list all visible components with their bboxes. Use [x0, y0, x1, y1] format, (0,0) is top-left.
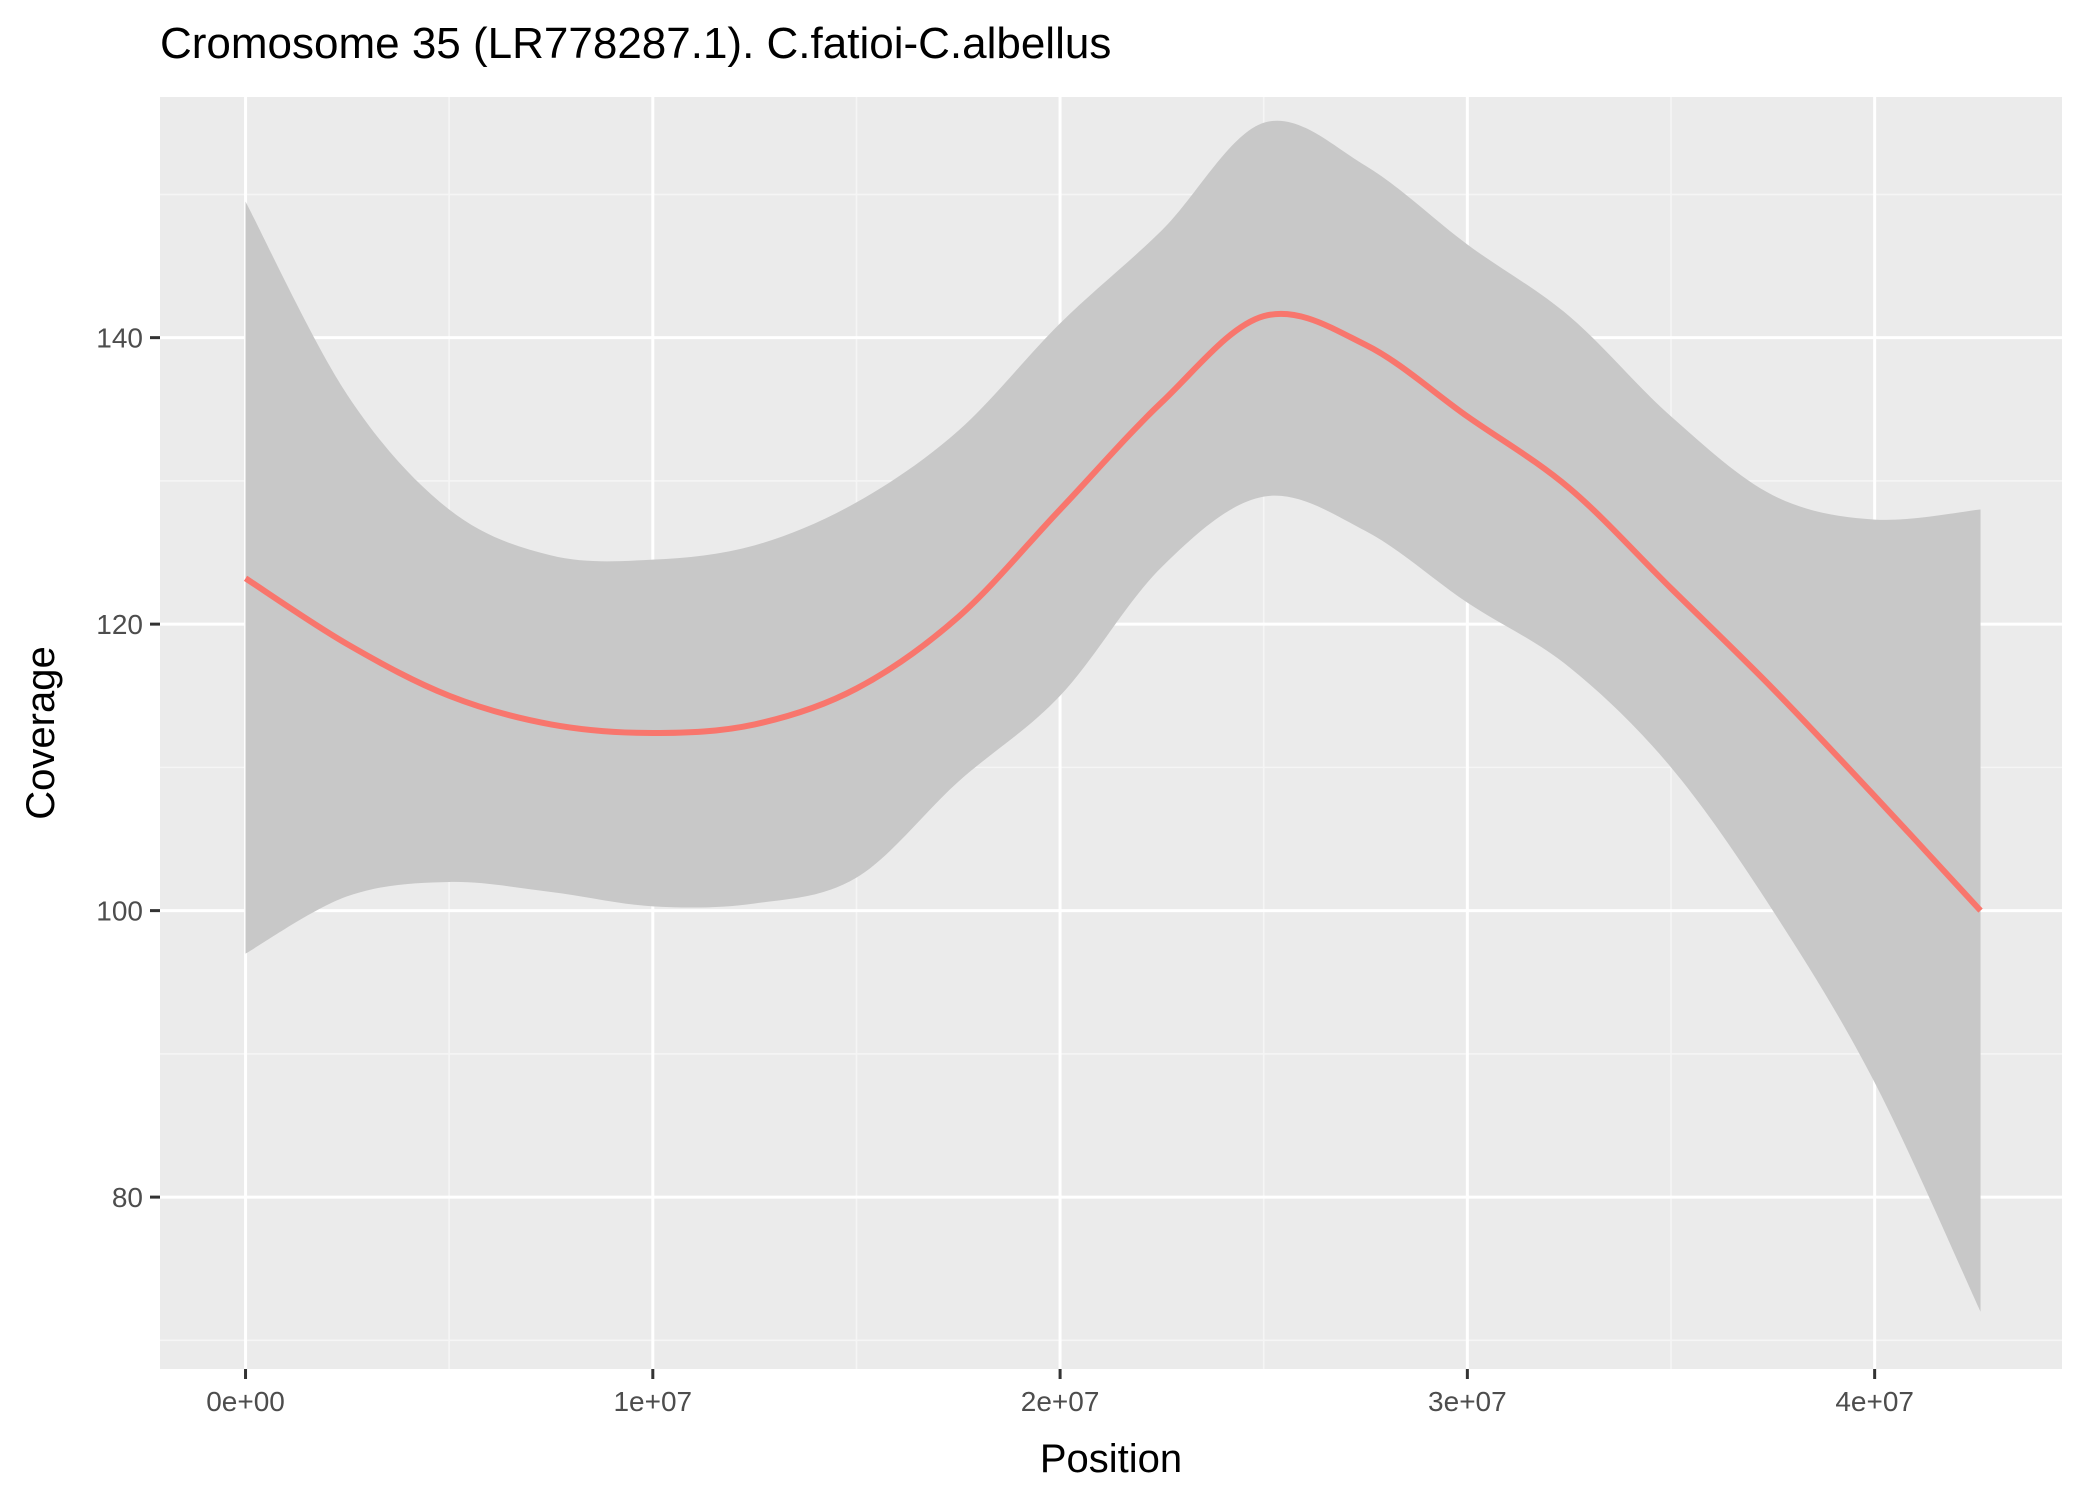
x-tick-label: 4e+07: [1835, 1386, 1914, 1417]
y-axis-title: Coverage: [19, 646, 63, 819]
y-axis: 80 100 120 140: [96, 323, 160, 1213]
x-axis-title: Position: [1040, 1437, 1182, 1481]
chart-title: Cromosome 35 (LR778287.1). C.fatioi-C.al…: [160, 19, 1111, 68]
x-tick-label: 2e+07: [1021, 1386, 1100, 1417]
y-tick-label: 140: [96, 323, 143, 354]
smooth-line: [243, 310, 1983, 913]
x-tick-label: 0e+00: [206, 1386, 285, 1417]
x-tick-label: 1e+07: [613, 1386, 692, 1417]
y-tick-label: 80: [112, 1182, 143, 1213]
x-tick-label: 3e+07: [1428, 1386, 1507, 1417]
y-tick-label: 100: [96, 896, 143, 927]
confidence-ribbon: [245, 120, 1981, 1312]
x-axis: 0e+00 1e+07 2e+07 3e+07 4e+07: [206, 1369, 1914, 1417]
y-tick-label: 120: [96, 609, 143, 640]
